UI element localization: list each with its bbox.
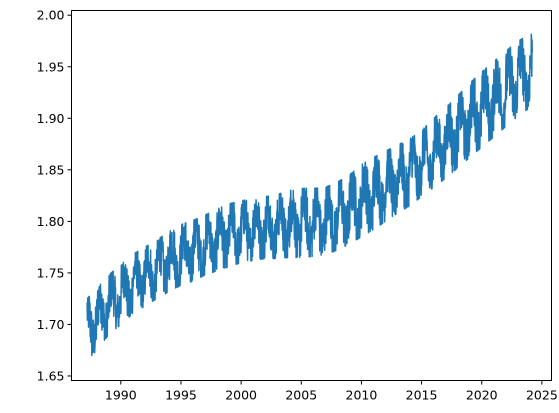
y-axis: 1.65 1.70 1.75 1.80 1.85 1.90 1.95 2.00: [37, 8, 72, 383]
y-tick-label: 1.85: [37, 162, 65, 177]
series-line: [86, 33, 533, 357]
x-tick-label: 2015: [406, 388, 438, 403]
x-tick-label: 2000: [225, 388, 257, 403]
x-tick-label: 1995: [165, 388, 197, 403]
y-tick-label: 1.75: [37, 265, 65, 280]
y-tick-label: 1.90: [37, 111, 65, 126]
x-tick-label: 2010: [346, 388, 378, 403]
x-axis: 1990 1995 2000 2005 2010 2015 2020 2025: [105, 380, 558, 403]
y-tick-label: 1.80: [37, 214, 65, 229]
y-tick-label: 2.00: [37, 8, 65, 23]
y-tick-label: 1.65: [37, 368, 65, 383]
x-tick-label: 2025: [526, 388, 558, 403]
y-tick-label: 1.95: [37, 59, 65, 74]
x-tick-label: 2020: [466, 388, 498, 403]
x-tick-label: 2005: [285, 388, 317, 403]
x-tick-label: 1990: [105, 388, 137, 403]
y-tick-label: 1.70: [37, 317, 65, 332]
plot-frame: [71, 10, 552, 381]
